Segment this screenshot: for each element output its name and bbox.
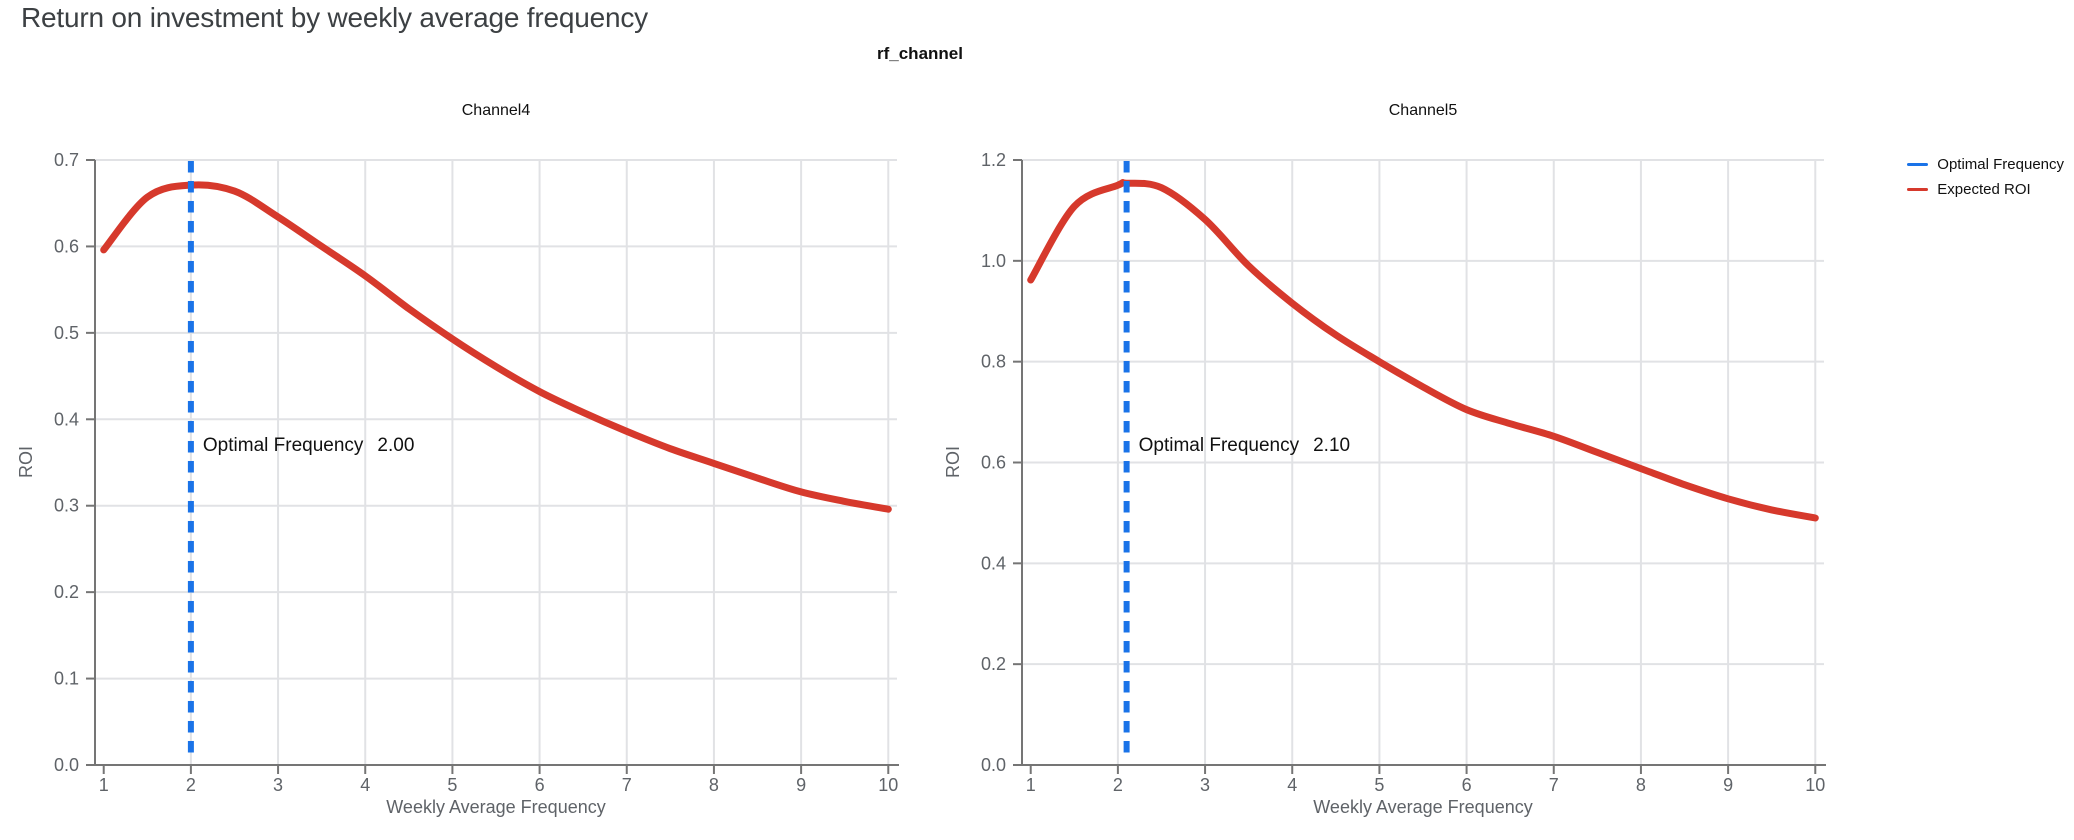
legend-label-optimal-frequency: Optimal Frequency [1937,156,2064,173]
y-tick-label: 0.0 [54,755,79,775]
plot-area-channel4: 0.0 0.1 0.2 0.3 0.4 0.5 0.6 0.7 1 2 3 4 5 6 7 8 9 10 Optim… [54,150,899,795]
page-title: Return on investment by weekly average f… [21,2,648,33]
optimal-frequency-annotation: Optimal Frequency 2.00 [203,434,414,455]
legend: Optimal Frequency Expected ROI [1907,156,2064,198]
chart-channel5: Channel5 0.0 0.2 0.4 0.6 0.8 1.0 1.2 1 2 3 4 5 6 7 8 9 1… [927,85,1887,840]
legend-item-optimal-frequency: Optimal Frequency [1907,156,2064,173]
x-tick-label: 6 [1462,775,1472,795]
x-tick-label: 7 [622,775,632,795]
legend-swatch-optimal-frequency [1907,163,1929,166]
chart-title-channel4: Channel4 [461,102,531,119]
expected-roi-curve [1027,179,1819,522]
x-tick-label: 9 [1723,775,1733,795]
y-tick-label: 0.0 [981,755,1006,775]
x-tick-label: 2 [1113,775,1123,795]
x-tick-label: 5 [1374,775,1384,795]
figure-suptitle: rf_channel [877,44,963,63]
y-tick-label: 1.2 [981,150,1006,170]
chart-title-channel5: Channel5 [1388,102,1458,119]
y-tick-label: 0.7 [54,150,79,170]
x-tick-label: 9 [796,775,806,795]
legend-item-expected-roi: Expected ROI [1907,181,2064,198]
x-tick-label: 2 [186,775,196,795]
y-axis-label: ROI [16,446,36,479]
x-tick-label: 10 [1805,775,1825,795]
y-tick-label: 0.3 [54,496,79,516]
y-tick-label: 0.6 [54,236,79,256]
x-tick-label: 1 [99,775,109,795]
y-tick-label: 0.8 [981,352,1006,372]
y-tick-label: 0.4 [54,409,79,429]
x-tick-label: 3 [1200,775,1210,795]
x-tick-label: 6 [535,775,545,795]
x-tick-label: 8 [709,775,719,795]
x-axis-label: Weekly Average Frequency [1313,797,1533,817]
y-axis-label: ROI [943,446,963,479]
plot-area-channel5: 0.0 0.2 0.4 0.6 0.8 1.0 1.2 1 2 3 4 5 6 7 8 9 10 Optimal … [981,150,1826,795]
legend-swatch-expected-roi [1907,188,1929,191]
x-tick-label: 5 [447,775,457,795]
y-tick-label: 0.1 [54,669,79,689]
y-tick-label: 0.2 [981,654,1006,674]
x-tick-label: 1 [1026,775,1036,795]
x-tick-label: 8 [1636,775,1646,795]
y-tick-label: 0.6 [981,453,1006,473]
x-tick-label: 7 [1549,775,1559,795]
y-tick-label: 0.5 [54,323,79,343]
y-tick-label: 0.4 [981,553,1006,573]
x-tick-label: 10 [878,775,898,795]
optimal-frequency-annotation: Optimal Frequency 2.10 [1139,434,1351,455]
y-tick-label: 1.0 [981,251,1006,271]
x-tick-label: 3 [273,775,283,795]
x-tick-label: 4 [360,775,370,795]
expected-roi-curve [100,181,892,513]
y-tick-label: 0.2 [54,582,79,602]
chart-channel4: Channel4 0.0 0.1 0.2 0.3 0.4 0.5 0.6 0.7 1 2 3 4 5 6 7… [0,85,960,840]
x-axis-label: Weekly Average Frequency [386,797,606,817]
x-tick-label: 4 [1287,775,1297,795]
legend-label-expected-roi: Expected ROI [1937,181,2031,198]
